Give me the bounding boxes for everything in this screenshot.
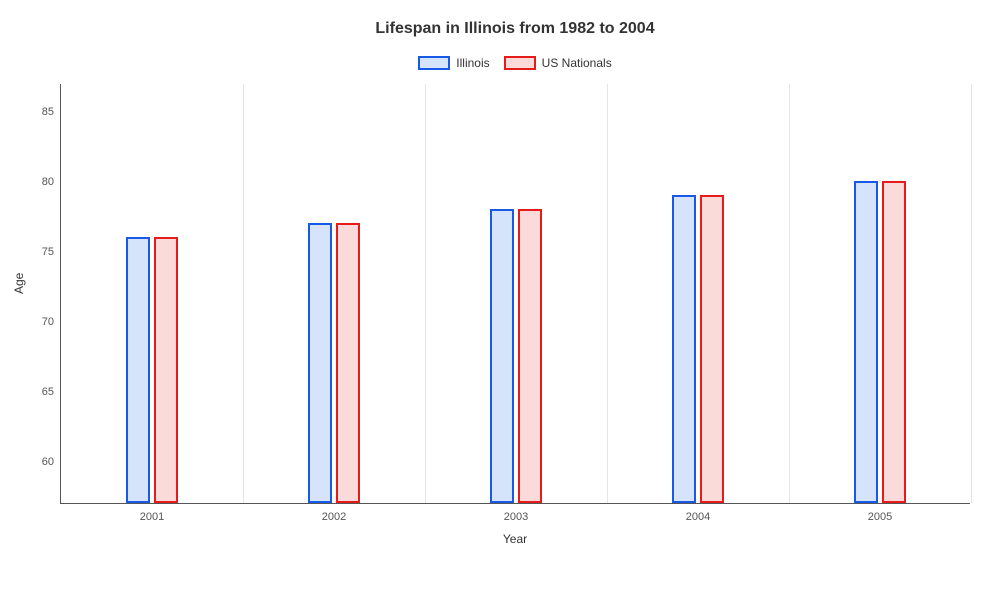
- bar: [490, 209, 514, 503]
- y-tick-label: 75: [42, 246, 54, 258]
- bar: [126, 237, 150, 503]
- x-axis-label: Year: [503, 532, 527, 546]
- y-tick-label: 80: [42, 176, 54, 188]
- grid-line: [243, 84, 244, 503]
- x-tick-label: 2003: [504, 511, 528, 523]
- plot: 20012002200320042005: [60, 84, 970, 504]
- bar: [308, 223, 332, 503]
- grid-line: [425, 84, 426, 503]
- x-tick-label: 2001: [140, 511, 164, 523]
- bar: [854, 181, 878, 503]
- legend-label: Illinois: [456, 56, 489, 70]
- y-tick-label: 60: [42, 456, 54, 468]
- x-tick-label: 2004: [686, 511, 710, 523]
- chart-title: Lifespan in Illinois from 1982 to 2004: [60, 20, 970, 38]
- bar: [336, 223, 360, 503]
- grid-line: [789, 84, 790, 503]
- legend-item: US Nationals: [504, 56, 612, 70]
- legend: Illinois US Nationals: [60, 56, 970, 70]
- chart-container: Lifespan in Illinois from 1982 to 2004 I…: [0, 0, 1000, 600]
- bar: [700, 195, 724, 503]
- y-tick-label: 85: [42, 106, 54, 118]
- y-tick-label: 70: [42, 316, 54, 328]
- y-tick-label: 65: [42, 386, 54, 398]
- legend-swatch: [418, 56, 450, 70]
- legend-swatch: [504, 56, 536, 70]
- grid-line: [607, 84, 608, 503]
- bar: [518, 209, 542, 503]
- bar: [882, 181, 906, 503]
- plot-area: Age 606570758085 20012002200320042005 Ye…: [60, 84, 970, 504]
- grid-line: [971, 84, 972, 503]
- bar: [154, 237, 178, 503]
- x-tick-label: 2005: [868, 511, 892, 523]
- legend-label: US Nationals: [542, 56, 612, 70]
- y-axis: 60 65 70 75 80 85: [20, 84, 60, 504]
- bar: [672, 195, 696, 503]
- legend-item: Illinois: [418, 56, 489, 70]
- x-tick-label: 2002: [322, 511, 346, 523]
